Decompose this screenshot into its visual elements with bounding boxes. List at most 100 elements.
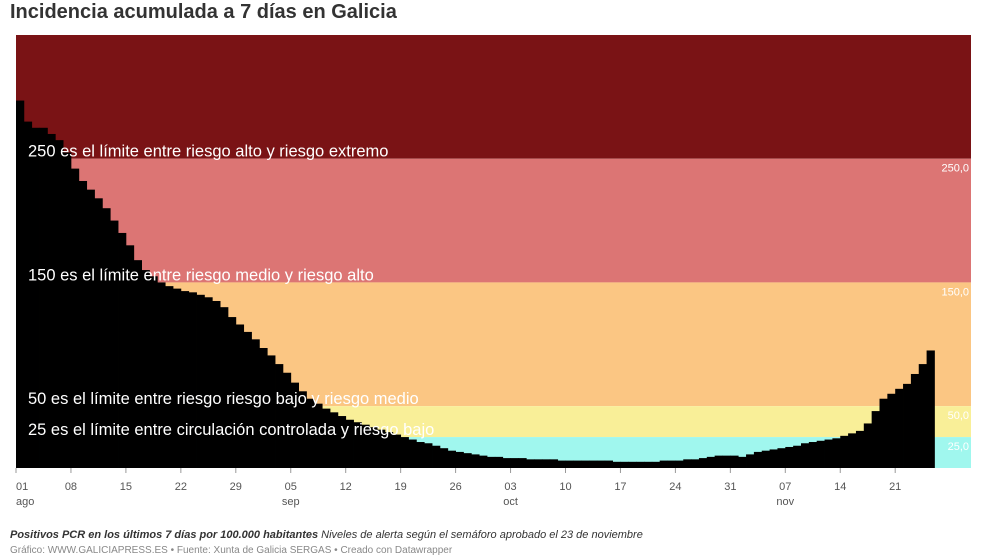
- x-tick-label: 08: [65, 481, 77, 493]
- incidence-bar: [392, 434, 402, 468]
- incidence-bar: [86, 189, 95, 468]
- incidence-bar: [487, 456, 496, 468]
- x-tick-label: 21: [889, 481, 901, 493]
- incidence-bar: [235, 324, 245, 468]
- risk-band-extreme: [16, 35, 971, 159]
- incidence-bar: [220, 307, 229, 468]
- band-value-label: 50,0: [948, 410, 969, 422]
- incidence-bar: [463, 453, 472, 468]
- x-tick-label: 22: [175, 481, 187, 493]
- band-labels: 250 es el límite entre riesgo alto y rie…: [28, 143, 434, 439]
- incidence-bar: [801, 443, 810, 468]
- incidence-bar: [793, 445, 802, 468]
- incidence-bar: [439, 448, 449, 468]
- incidence-bar: [714, 455, 723, 468]
- incidence-bar: [70, 168, 80, 468]
- incidence-bar: [730, 455, 739, 468]
- incidence-bar: [494, 456, 504, 468]
- incidence-bar: [722, 455, 731, 468]
- incidence-bar: [31, 127, 40, 469]
- band-description-label: 250 es el límite entre riesgo alto y rie…: [28, 143, 388, 161]
- incidence-bar: [620, 461, 629, 468]
- incidence-bar: [824, 439, 833, 468]
- incidence-bar: [330, 412, 339, 468]
- incidence-bar: [23, 121, 33, 468]
- band-value-label: 150,0: [941, 286, 969, 298]
- risk-band-high: [16, 158, 971, 283]
- incidence-bar: [855, 430, 865, 468]
- incidence-bar: [384, 432, 394, 468]
- x-tick-label: 14: [834, 481, 846, 493]
- band-description-label: 150 es el límite entre riesgo medio y ri…: [28, 266, 374, 284]
- incidence-bar: [314, 403, 323, 468]
- incidence-bar: [518, 458, 527, 468]
- incidence-bar: [55, 140, 64, 468]
- incidence-bar: [659, 460, 668, 468]
- incidence-bar: [204, 297, 213, 468]
- incidence-bar: [510, 458, 519, 468]
- incidence-bar: [337, 416, 347, 468]
- incidence-bar: [918, 364, 927, 468]
- incidence-bar: [259, 347, 268, 468]
- x-tick-label: 24: [669, 481, 681, 493]
- incidence-bar: [808, 442, 818, 468]
- incidence-bar: [102, 208, 111, 468]
- incidence-bar: [887, 393, 896, 468]
- incidence-bar: [455, 451, 464, 468]
- incidence-bar: [63, 152, 72, 468]
- x-tick-month-label: nov: [776, 496, 794, 508]
- incidence-bar: [871, 411, 880, 468]
- x-tick-label: 19: [395, 481, 407, 493]
- incidence-bar: [549, 459, 559, 468]
- incidence-bar: [604, 460, 613, 468]
- incidence-bar: [408, 439, 417, 468]
- x-tick-month-label: sep: [282, 496, 300, 508]
- incidence-bar: [753, 451, 763, 468]
- incidence-bar: [78, 180, 88, 469]
- incidence-bar: [816, 440, 825, 468]
- x-tick-label: 29: [230, 481, 242, 493]
- incidence-bar: [432, 445, 441, 468]
- x-axis: 01 ago 08 15 22 29 05 sep 12 19 26 03 oct 10 17 24 31 07 n…: [15, 468, 901, 508]
- incidence-bar: [180, 291, 190, 468]
- incidence-bar: [832, 438, 841, 468]
- incidence-bar: [785, 446, 794, 468]
- incidence-bar: [926, 350, 935, 468]
- incidence-bar: [769, 449, 778, 468]
- incidence-bar: [377, 429, 386, 468]
- incidence-bar: [157, 282, 166, 468]
- incidence-bar: [125, 245, 135, 468]
- x-tick-label: 17: [614, 481, 626, 493]
- incidence-bar: [557, 460, 566, 468]
- x-tick-month-label: ago: [16, 496, 34, 508]
- incidence-bar: [565, 460, 574, 468]
- x-tick-label: 05: [285, 481, 297, 493]
- incidence-bar: [447, 450, 456, 468]
- band-value-label: 25,0: [948, 441, 969, 453]
- incidence-bar: [227, 317, 237, 468]
- x-tick-label: 12: [340, 481, 352, 493]
- incidence-bar: [290, 382, 299, 468]
- band-description-label: 50 es el límite entre riesgo riesgo bajo…: [28, 390, 419, 408]
- incidence-bar: [306, 398, 315, 468]
- incidence-bar: [133, 260, 142, 468]
- band-value-label: 250,0: [941, 163, 969, 175]
- incidence-bar: [322, 408, 331, 468]
- incidence-bar: [581, 460, 590, 468]
- incidence-bar: [746, 454, 755, 468]
- band-description-label: 25 es el límite entre circulación contro…: [28, 421, 434, 439]
- incidence-bar: [369, 427, 378, 468]
- incidence-bar: [541, 459, 551, 468]
- incidence-bar: [706, 456, 716, 468]
- incidence-bar: [628, 461, 637, 468]
- incidence-bar: [691, 459, 700, 468]
- incidence-bar: [502, 458, 511, 468]
- incidence-bar: [651, 461, 661, 468]
- incidence-bar: [149, 276, 158, 468]
- incidence-bar: [879, 398, 888, 468]
- incidence-bar: [596, 460, 606, 468]
- incidence-bar: [165, 286, 174, 468]
- incidence-bar: [196, 294, 205, 468]
- x-tick-label: 03: [504, 481, 516, 493]
- x-tick-label: 26: [449, 481, 461, 493]
